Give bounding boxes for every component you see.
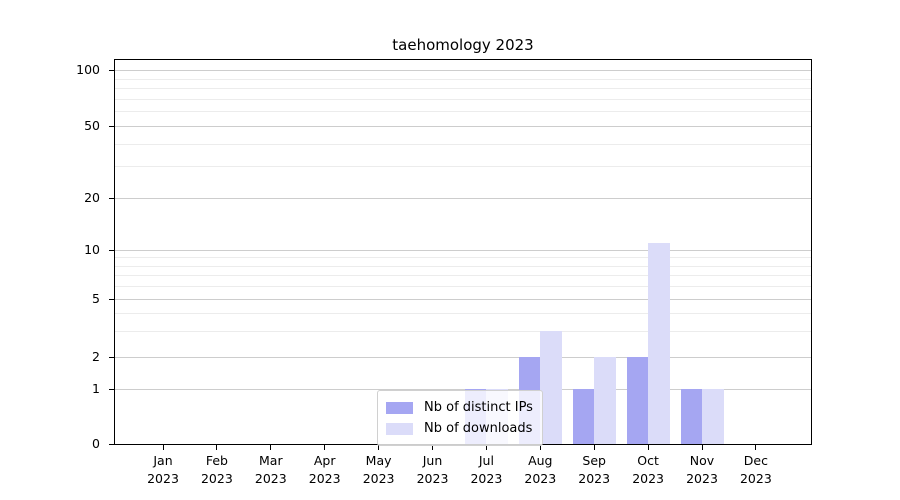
xtick-label-dec-2023: Dec 2023	[739, 453, 772, 486]
xtick-label-jun-2023: Jun 2023	[416, 453, 449, 486]
gridline-minor-4	[115, 313, 811, 315]
legend: Nb of distinct IPs Nb of downloads	[377, 390, 543, 446]
xtick-mark-dec-2023	[755, 445, 757, 450]
ytick-label-50: 50	[84, 118, 100, 133]
gridline-minor-9	[115, 257, 811, 259]
xtick-mark-jan-2023	[162, 445, 164, 450]
ytick-mark-2	[109, 357, 114, 358]
xtick-mark-jun-2023	[432, 445, 433, 450]
ytick-mark-5	[109, 299, 114, 300]
plot-area: Nb of distinct IPs Nb of downloads	[114, 59, 812, 446]
gridline-major-50	[115, 126, 811, 127]
gridline-minor-60	[115, 111, 811, 113]
xtick-label-jul-2023: Jul 2023	[470, 453, 503, 486]
ytick-label-0: 0	[92, 436, 100, 451]
bar-nb-of-downloads-oct-2023	[648, 242, 670, 444]
gridline-minor-70	[115, 98, 811, 100]
xtick-label-may-2023: May 2023	[362, 453, 395, 486]
xtick-mark-sep-2023	[593, 445, 595, 450]
ytick-label-100: 100	[76, 62, 100, 77]
gridline-major-2	[115, 357, 811, 358]
bar-nb-of-distinct-ips-sep-2023	[572, 389, 595, 444]
xtick-mark-feb-2023	[216, 445, 218, 450]
gridline-minor-80	[115, 88, 811, 90]
xtick-label-apr-2023: Apr 2023	[308, 453, 341, 486]
gridline-major-5	[115, 299, 811, 300]
xtick-mark-apr-2023	[324, 445, 326, 450]
legend-item-distinct-ips: Nb of distinct IPs	[386, 397, 533, 418]
ytick-label-1: 1	[92, 381, 100, 396]
legend-swatch-distinct-ips	[386, 401, 413, 414]
gridline-minor-3	[115, 331, 811, 333]
chart-title: taehomology 2023	[392, 36, 534, 54]
xtick-mark-oct-2023	[647, 445, 649, 450]
ytick-mark-20	[109, 198, 114, 199]
gridline-minor-40	[115, 143, 811, 145]
ytick-mark-1	[109, 389, 114, 390]
bar-nb-of-downloads-aug-2023	[540, 331, 562, 444]
xtick-label-oct-2023: Oct 2023	[632, 453, 664, 486]
bar-nb-of-distinct-ips-nov-2023	[680, 389, 702, 444]
gridline-major-100	[115, 70, 811, 71]
xtick-label-sep-2023: Sep 2023	[578, 453, 611, 486]
legend-item-downloads: Nb of downloads	[386, 418, 533, 439]
ytick-mark-50	[109, 126, 114, 127]
xtick-mark-aug-2023	[539, 445, 541, 450]
ytick-label-2: 2	[92, 349, 100, 364]
ytick-mark-10	[109, 250, 114, 251]
gridline-minor-7	[115, 275, 811, 277]
xtick-label-mar-2023: Mar 2023	[254, 453, 287, 486]
xtick-mark-jul-2023	[485, 445, 487, 450]
xtick-label-feb-2023: Feb 2023	[200, 453, 233, 486]
ytick-mark-0	[109, 444, 114, 445]
bar-nb-of-downloads-nov-2023	[702, 389, 724, 444]
xtick-mark-may-2023	[378, 445, 380, 450]
xtick-label-nov-2023: Nov 2023	[686, 453, 718, 486]
ytick-label-10: 10	[84, 242, 100, 257]
ytick-mark-100	[109, 70, 114, 71]
ytick-label-20: 20	[84, 190, 100, 205]
bar-nb-of-distinct-ips-oct-2023	[626, 357, 649, 444]
legend-label-distinct-ips: Nb of distinct IPs	[424, 400, 533, 415]
xtick-mark-nov-2023	[701, 445, 703, 450]
gridline-minor-6	[115, 286, 811, 288]
gridline-major-1	[115, 389, 811, 390]
legend-swatch-downloads	[386, 422, 413, 435]
gridline-minor-90	[115, 78, 811, 80]
grid-layer	[115, 60, 811, 444]
xtick-mark-mar-2023	[270, 445, 272, 450]
gridline-minor-8	[115, 265, 811, 267]
bar-nb-of-downloads-sep-2023	[594, 357, 616, 444]
xtick-label-aug-2023: Aug 2023	[524, 453, 557, 486]
gridline-minor-30	[115, 166, 811, 168]
bars-layer	[115, 60, 811, 444]
gridline-major-10	[115, 250, 811, 251]
ytick-label-5: 5	[92, 291, 100, 306]
xtick-label-jan-2023: Jan 2023	[147, 453, 179, 486]
gridline-major-20	[115, 198, 811, 199]
legend-label-downloads: Nb of downloads	[424, 421, 533, 436]
